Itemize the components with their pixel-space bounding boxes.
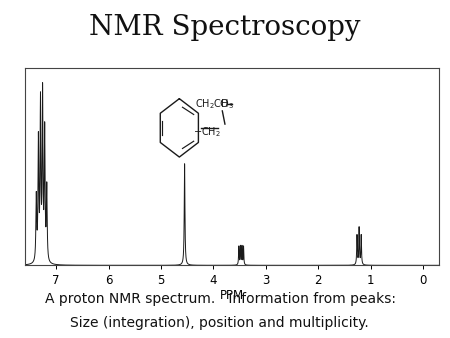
- Text: $-$CH$_2$: $-$CH$_2$: [193, 125, 221, 139]
- Text: Size (integration), position and multiplicity.: Size (integration), position and multipl…: [70, 316, 369, 330]
- Text: CH$_2$CH$_3$: CH$_2$CH$_3$: [195, 97, 234, 111]
- Text: O: O: [220, 99, 228, 109]
- Text: NMR Spectroscopy: NMR Spectroscopy: [89, 14, 361, 41]
- Text: A proton NMR spectrum.   Information from peaks:: A proton NMR spectrum. Information from …: [45, 292, 396, 306]
- X-axis label: PPM: PPM: [220, 289, 244, 302]
